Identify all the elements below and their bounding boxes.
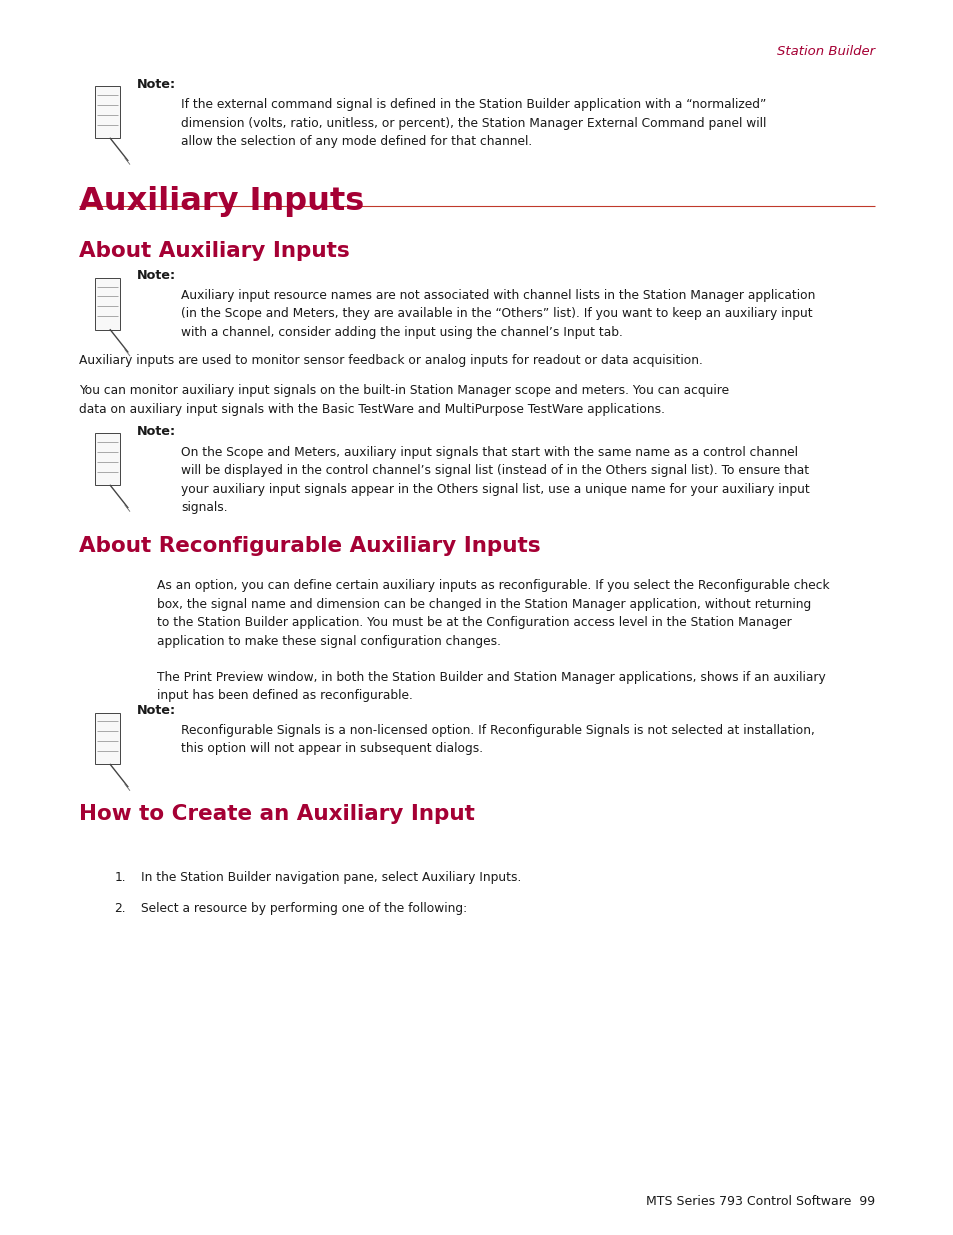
Text: On the Scope and Meters, auxiliary input signals that start with the same name a: On the Scope and Meters, auxiliary input… [181, 446, 809, 514]
Text: You can monitor auxiliary input signals on the built-in Station Manager scope an: You can monitor auxiliary input signals … [79, 384, 728, 416]
Text: Reconfigurable Signals is a non-licensed option. If Reconfigurable Signals is no: Reconfigurable Signals is a non-licensed… [181, 724, 814, 756]
FancyBboxPatch shape [95, 86, 120, 138]
Text: The Print Preview window, in both the Station Builder and Station Manager applic: The Print Preview window, in both the St… [157, 671, 825, 703]
Text: Auxiliary inputs are used to monitor sensor feedback or analog inputs for readou: Auxiliary inputs are used to monitor sen… [79, 354, 702, 368]
Text: 2.: 2. [114, 902, 126, 915]
Text: MTS Series 793 Control Software  99: MTS Series 793 Control Software 99 [645, 1194, 874, 1208]
Text: Auxiliary Inputs: Auxiliary Inputs [79, 186, 364, 217]
Text: If the external command signal is defined in the Station Builder application wit: If the external command signal is define… [181, 99, 766, 148]
Text: Select a resource by performing one of the following:: Select a resource by performing one of t… [141, 902, 467, 915]
Text: As an option, you can define certain auxiliary inputs as reconfigurable. If you : As an option, you can define certain aux… [157, 579, 829, 647]
Text: Note:: Note: [136, 269, 175, 283]
Text: Station Builder: Station Builder [776, 44, 874, 58]
Text: In the Station Builder navigation pane, select Auxiliary Inputs.: In the Station Builder navigation pane, … [141, 871, 521, 884]
FancyBboxPatch shape [95, 433, 120, 485]
Text: 1.: 1. [114, 871, 126, 884]
Text: Note:: Note: [136, 425, 175, 438]
Text: About Auxiliary Inputs: About Auxiliary Inputs [79, 241, 350, 261]
FancyBboxPatch shape [95, 713, 120, 764]
Text: Note:: Note: [136, 704, 175, 718]
Text: How to Create an Auxiliary Input: How to Create an Auxiliary Input [79, 804, 475, 824]
FancyBboxPatch shape [95, 278, 120, 330]
Text: About Reconfigurable Auxiliary Inputs: About Reconfigurable Auxiliary Inputs [79, 536, 540, 556]
Text: Note:: Note: [136, 78, 175, 91]
Text: Auxiliary input resource names are not associated with channel lists in the Stat: Auxiliary input resource names are not a… [181, 289, 815, 338]
